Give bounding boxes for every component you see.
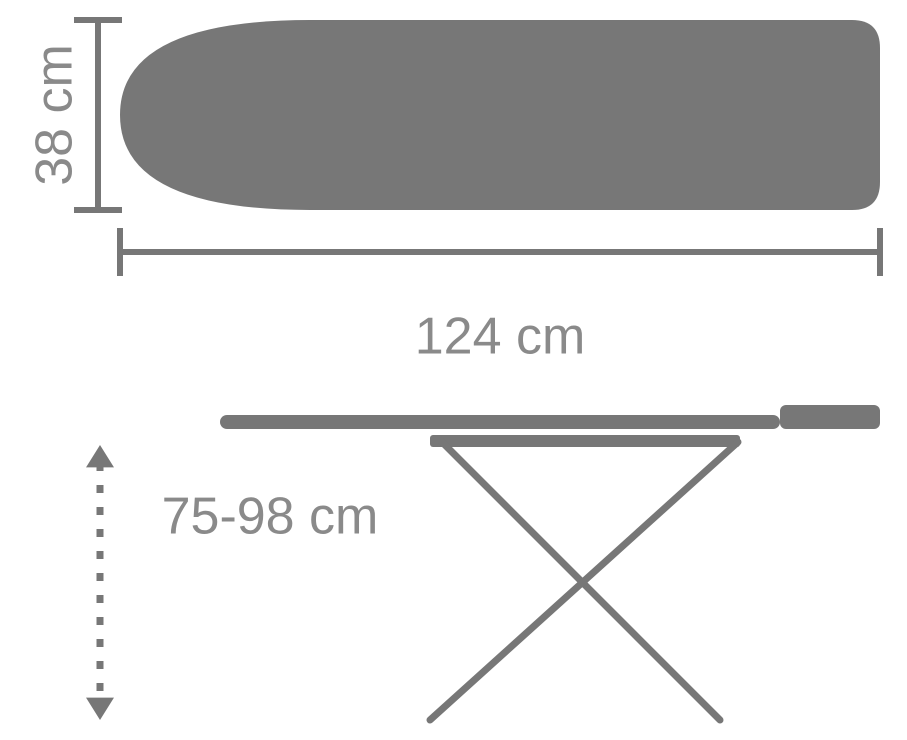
iron-rest [780,405,880,429]
side-board [220,415,780,429]
length-indicator [120,228,880,276]
width-label: 38 cm [26,44,84,186]
height-indicator [86,445,114,720]
under-tray [430,435,740,447]
board-top-view [120,20,880,210]
leg-back [430,442,738,720]
board-side-view [220,405,880,720]
length-label: 124 cm [415,308,586,366]
height-label: 75-98 cm [162,488,379,546]
